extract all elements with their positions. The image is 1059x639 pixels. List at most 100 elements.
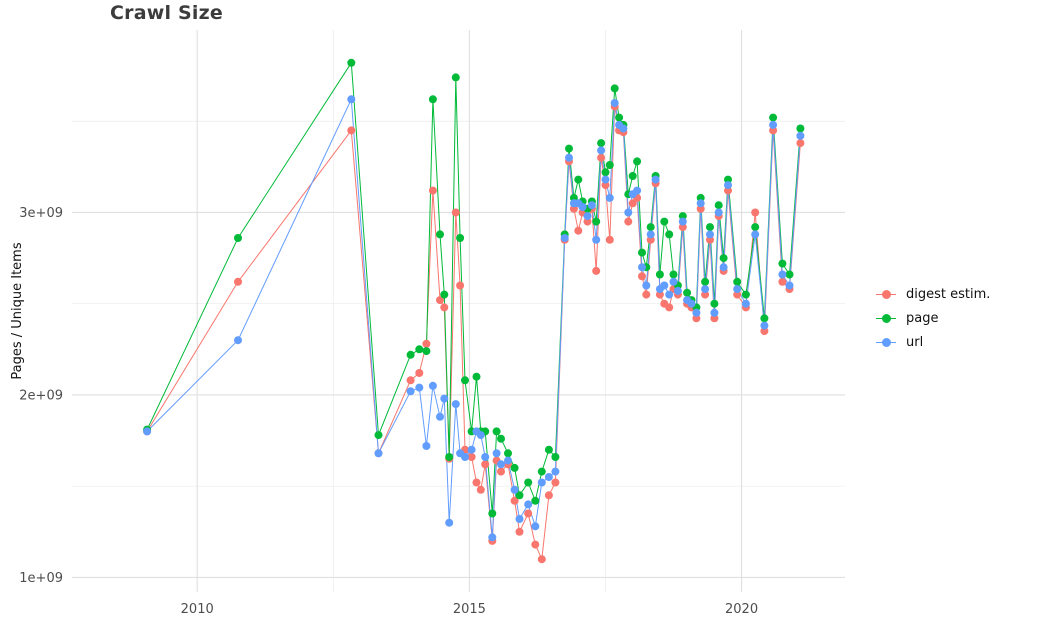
data-point-digest-estim-	[497, 467, 505, 476]
data-point-url	[544, 473, 553, 481]
data-point-digest-estim-	[537, 555, 546, 564]
data-point-page	[646, 223, 655, 232]
data-point-url	[440, 394, 449, 403]
data-point-page	[544, 445, 553, 454]
data-point-url	[510, 485, 519, 494]
data-point-url	[610, 99, 619, 107]
data-point-digest-estim-	[481, 460, 490, 469]
data-point-page	[665, 230, 674, 239]
data-point-url	[428, 381, 437, 390]
data-point-digest-estim-	[592, 266, 601, 275]
data-point-digest-estim-	[601, 181, 610, 190]
data-point-page	[628, 172, 637, 180]
data-point-url	[560, 234, 569, 242]
data-point-page	[551, 453, 560, 461]
data-point-digest-estim-	[422, 339, 431, 348]
data-point-page	[778, 259, 787, 268]
data-point-page	[531, 496, 540, 505]
data-point-url	[678, 217, 687, 226]
data-point-digest-estim-	[624, 217, 633, 226]
y-tick-label: 1e+09	[19, 571, 63, 586]
data-point-digest-estim-	[551, 478, 560, 487]
data-point-page	[733, 277, 742, 286]
data-point-url	[515, 515, 524, 523]
data-point-page	[610, 84, 619, 93]
data-point-page	[524, 478, 533, 487]
data-point-page	[719, 254, 728, 263]
data-point-url	[445, 518, 454, 527]
legend-key-digest	[876, 288, 896, 302]
data-point-url	[660, 281, 669, 290]
data-point-page	[669, 270, 678, 279]
data-point-digest-estim-	[234, 277, 242, 286]
data-point-page	[597, 139, 606, 148]
data-point-page	[751, 223, 760, 232]
data-point-page	[504, 449, 512, 458]
data-point-digest-estim-	[760, 327, 769, 336]
data-point-url	[605, 193, 614, 202]
data-point-page	[760, 314, 769, 323]
data-point-page	[678, 212, 687, 221]
data-point-page	[515, 491, 524, 500]
data-point-digest-estim-	[778, 277, 787, 286]
data-point-digest-estim-	[476, 485, 485, 494]
data-point-digest-estim-	[415, 369, 424, 377]
data-point-url	[467, 445, 476, 454]
data-point-page	[655, 270, 664, 279]
data-point-digest-estim-	[696, 204, 705, 213]
data-point-digest-estim-	[467, 453, 476, 461]
legend-label-digest: digest estim.	[906, 287, 991, 302]
data-point-digest-estim-	[628, 199, 637, 208]
data-point-digest-estim-	[638, 272, 646, 281]
data-point-url	[760, 321, 769, 330]
data-point-url	[347, 95, 356, 104]
legend-dot-icon	[881, 338, 891, 347]
data-point-digest-estim-	[436, 296, 444, 305]
data-point-page	[428, 95, 437, 104]
legend-label-page: page	[906, 311, 939, 326]
data-point-digest-estim-	[451, 208, 460, 217]
data-point-url	[143, 427, 152, 436]
data-point-page	[769, 113, 778, 122]
data-point-url	[687, 299, 696, 308]
data-point-url	[592, 235, 601, 244]
data-point-page	[706, 223, 714, 232]
data-point-url	[619, 124, 628, 133]
data-point-page	[422, 347, 431, 356]
data-point-digest-estim-	[605, 235, 614, 244]
data-point-page	[565, 144, 573, 153]
data-point-digest-estim-	[510, 496, 519, 505]
data-point-page	[741, 290, 750, 299]
data-point-page	[461, 376, 469, 385]
data-point-url	[234, 336, 242, 345]
legend-item-url: url	[876, 335, 990, 350]
data-point-page	[574, 175, 583, 184]
data-point-digest-estim-	[665, 303, 674, 312]
data-point-page	[497, 434, 505, 443]
data-point-page	[633, 157, 642, 166]
data-point-url	[706, 230, 714, 239]
data-point-url	[597, 146, 606, 155]
x-tick-label: 2010	[181, 602, 214, 617]
data-point-digest-estim-	[751, 208, 760, 217]
data-point-page	[714, 201, 723, 210]
data-point-digest-estim-	[678, 223, 687, 232]
data-point-page	[537, 467, 546, 476]
data-point-url	[733, 285, 742, 294]
data-point-url	[642, 281, 651, 290]
data-point-page	[660, 217, 669, 226]
data-point-url	[785, 281, 794, 290]
legend-dot-icon	[881, 314, 891, 323]
data-point-url	[710, 308, 719, 317]
data-point-page	[456, 234, 465, 242]
legend-key-url	[876, 336, 896, 350]
data-point-page	[436, 230, 444, 239]
data-point-digest-estim-	[472, 478, 481, 487]
legend: digest estim. page url	[876, 287, 990, 350]
data-point-url	[504, 456, 512, 465]
data-point-url	[461, 453, 469, 461]
data-point-digest-estim-	[569, 204, 578, 213]
data-point-url	[583, 212, 592, 221]
data-point-page	[492, 427, 501, 436]
